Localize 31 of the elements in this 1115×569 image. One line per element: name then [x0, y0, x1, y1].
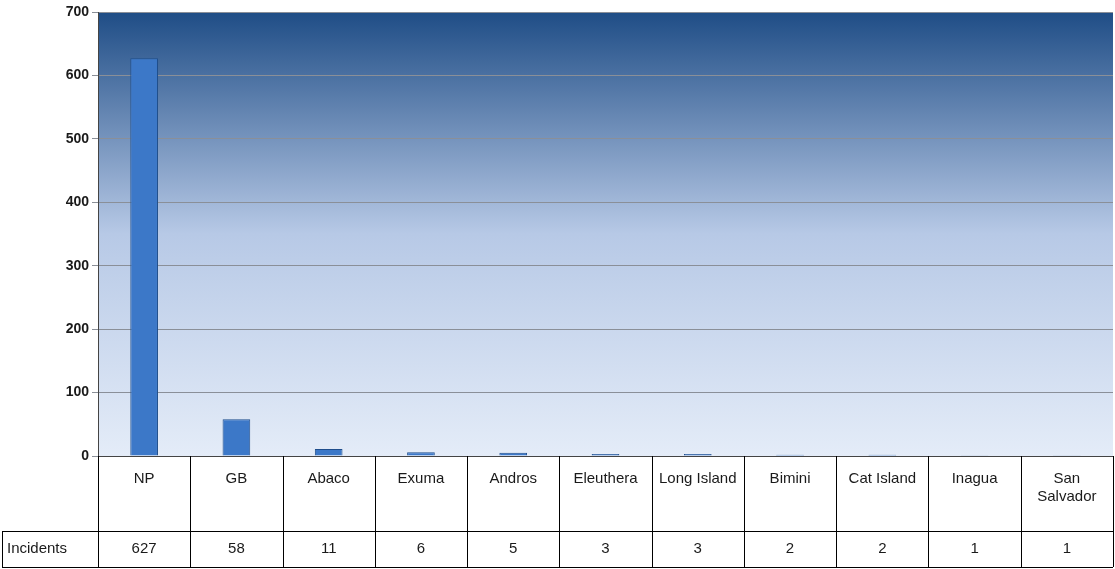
- text: Incidents: [7, 539, 68, 557]
- x-tick-label: GB: [225, 469, 248, 487]
- data-label: 1: [1062, 539, 1072, 557]
- y-tick-label: 200: [65, 320, 90, 336]
- y-tick-label: 100: [65, 383, 90, 400]
- data-label: 11: [320, 539, 337, 557]
- data-label: 2: [878, 539, 887, 557]
- data-label: 3: [601, 539, 610, 557]
- y-tick-label: 400: [65, 193, 90, 210]
- data-label: 3: [693, 539, 702, 557]
- x-tick-label: Cat Island: [848, 469, 917, 487]
- data-label: 5: [509, 539, 518, 557]
- data-label: 2: [785, 539, 795, 557]
- data-label: 627: [131, 539, 157, 557]
- x-tick-label: Andros: [489, 469, 537, 487]
- x-tick-label: Exuma: [397, 469, 445, 487]
- y-tick-label: 600: [65, 66, 90, 83]
- y-tick-label: 0: [81, 446, 90, 463]
- x-tick-label: Bimini: [769, 469, 811, 487]
- y-tick-label: 700: [65, 2, 90, 19]
- data-label: 1: [970, 539, 979, 557]
- x-tick-label: NP: [133, 469, 155, 487]
- x-tick-label: Inagua: [951, 469, 999, 487]
- x-tick-label: Abaco: [307, 469, 350, 487]
- data-label: 6: [416, 539, 426, 557]
- x-tick-label: Long Island: [658, 469, 737, 487]
- y-tick-label: 300: [65, 256, 90, 273]
- x-tick-label: San Salvador: [1037, 469, 1097, 505]
- data-label: 58: [228, 539, 245, 557]
- x-tick-label: Eleuthera: [573, 469, 639, 487]
- y-tick-label: 500: [65, 129, 90, 146]
